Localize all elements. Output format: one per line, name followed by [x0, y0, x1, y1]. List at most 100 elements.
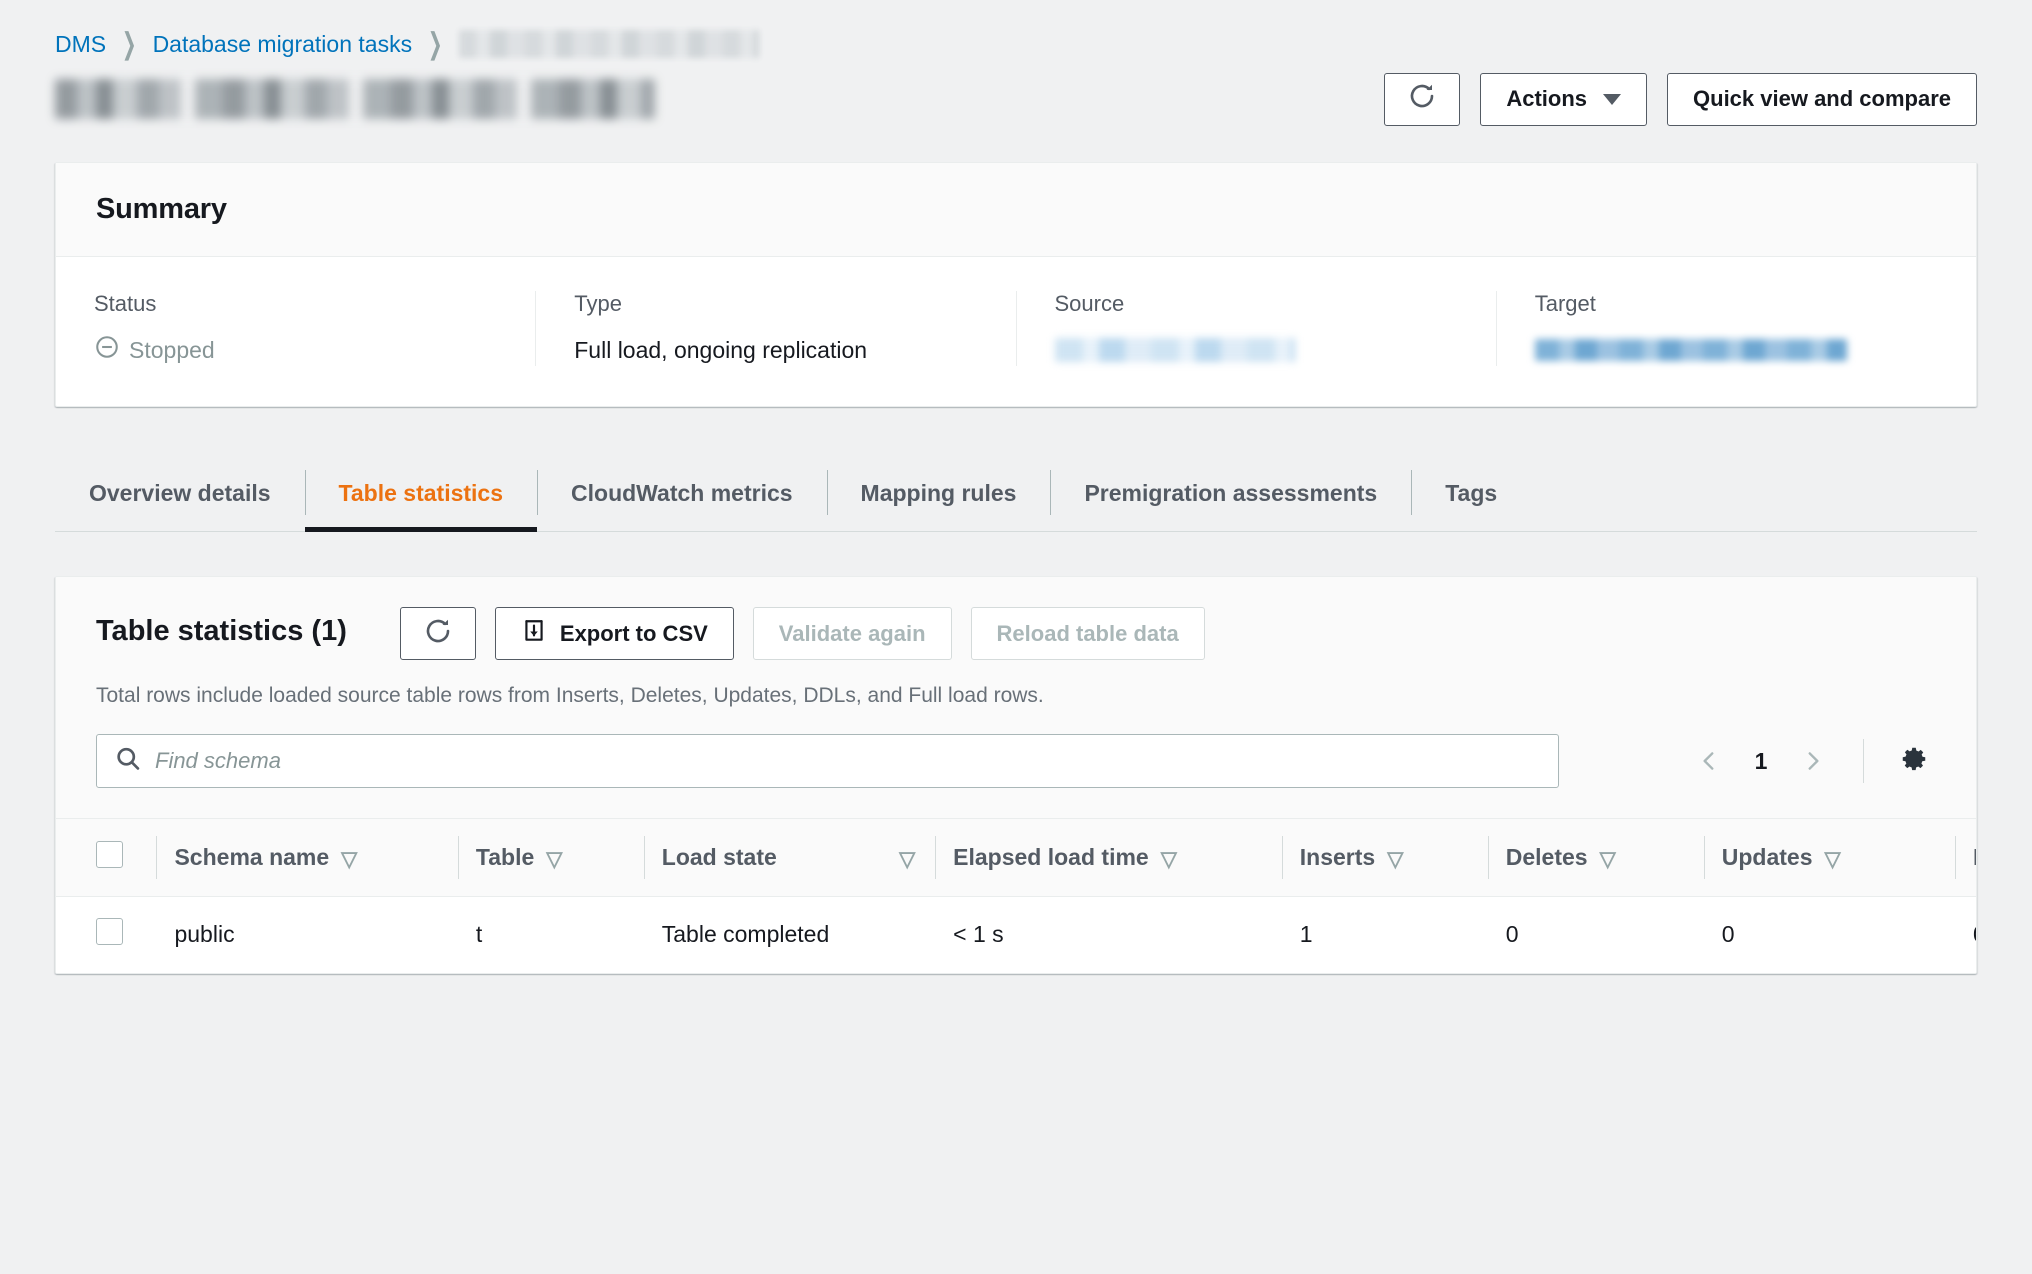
- summary-value-type: Full load, ongoing replication: [574, 336, 868, 363]
- tab-premigration-assessments[interactable]: Premigration assessments: [1050, 454, 1411, 531]
- summary-value-target: [1534, 334, 1938, 366]
- tab-tags[interactable]: Tags: [1411, 454, 1531, 531]
- chevron-right-icon: ❯: [121, 26, 137, 61]
- table-statistics-header-row: Table statistics (1): [96, 607, 1936, 660]
- table-statistics-actions: Export to CSV Validate again Reload tabl…: [399, 607, 1205, 660]
- table-statistics-header: Table statistics (1): [56, 577, 1976, 708]
- gear-icon: [1899, 744, 1929, 779]
- breadcrumb-item-dms[interactable]: DMS: [55, 30, 107, 57]
- actions-dropdown-button[interactable]: Actions: [1480, 72, 1648, 126]
- cell-ddls: 0: [1954, 896, 1976, 973]
- column-header-deletes[interactable]: Deletes: [1487, 818, 1704, 897]
- column-label: Elapsed load time: [953, 844, 1149, 870]
- column-label: D: [1973, 844, 1976, 871]
- breadcrumb-item-task-name-redacted[interactable]: [458, 30, 759, 58]
- chevron-down-icon: [1603, 93, 1622, 105]
- table-filter-row: 1: [56, 708, 1976, 818]
- table-preferences-button[interactable]: [1892, 739, 1936, 783]
- summary-field-status: Status Stopped: [56, 291, 535, 366]
- table-statistics-table: Schema name Table Load state: [56, 818, 1976, 973]
- divider: [1863, 739, 1864, 783]
- refresh-icon: [1407, 81, 1437, 117]
- status-value: Stopped: [129, 336, 215, 363]
- column-label: Deletes: [1505, 844, 1588, 870]
- actions-label: Actions: [1506, 86, 1588, 111]
- tab-cloudwatch-metrics[interactable]: CloudWatch metrics: [537, 454, 827, 531]
- table-header: Schema name Table Load state: [56, 818, 1976, 897]
- circle-minus-icon: [94, 334, 120, 366]
- column-header-load-state[interactable]: Load state: [643, 818, 936, 897]
- download-icon: [521, 618, 547, 650]
- validate-again-button[interactable]: Validate again: [752, 607, 952, 660]
- summary-field-source: Source: [1015, 291, 1496, 366]
- cell-elapsed-load-time: < 1 s: [935, 896, 1282, 973]
- sort-descending-icon: [1600, 849, 1618, 870]
- export-to-csv-button[interactable]: Export to CSV: [494, 607, 734, 660]
- sort-descending-icon: [1387, 849, 1405, 870]
- table-row[interactable]: public t Table completed < 1 s 1 0 0 0: [56, 896, 1976, 973]
- column-header-updates[interactable]: Updates: [1703, 818, 1955, 897]
- summary-card: Summary Status Stopped Type Full load, o…: [55, 162, 1977, 407]
- sort-descending-icon: [899, 849, 917, 870]
- column-header-table[interactable]: Table: [457, 818, 644, 897]
- column-header-inserts[interactable]: Inserts: [1281, 818, 1488, 897]
- table-statistics-description: Total rows include loaded source table r…: [96, 684, 1044, 707]
- summary-heading: Summary: [96, 193, 227, 225]
- export-to-csv-label: Export to CSV: [559, 620, 708, 646]
- pagination-next-button[interactable]: [1791, 739, 1835, 783]
- column-label: Table: [475, 844, 535, 870]
- column-label: Load state: [661, 844, 777, 870]
- sort-descending-icon: [1161, 849, 1179, 870]
- page-title-redacted: [55, 79, 655, 119]
- table-statistics-card: Table statistics (1): [55, 576, 1977, 974]
- refresh-icon: [423, 616, 453, 652]
- summary-fields: Status Stopped Type Full load, ongoing r…: [56, 257, 1976, 406]
- cell-schema-name: public: [156, 896, 458, 973]
- summary-card-header: Summary: [56, 163, 1976, 257]
- page-actions: Actions Quick view and compare: [1384, 72, 1977, 126]
- chevron-right-icon: ❯: [427, 26, 443, 61]
- summary-field-type: Type Full load, ongoing replication: [535, 291, 1015, 366]
- row-select-cell: [56, 896, 157, 973]
- summary-label-target: Target: [1534, 291, 1596, 316]
- cell-inserts: 1: [1281, 896, 1488, 973]
- tab-overview-details[interactable]: Overview details: [89, 480, 271, 506]
- cell-table: t: [457, 896, 644, 973]
- select-all-header: [56, 818, 157, 897]
- breadcrumb: DMS ❯ Database migration tasks ❯: [0, 0, 2032, 58]
- detail-tabs: Overview details Table statistics CloudW…: [55, 454, 1977, 532]
- sort-descending-icon: [1825, 849, 1843, 870]
- breadcrumb-item-database-migration-tasks[interactable]: Database migration tasks: [152, 30, 413, 57]
- search-container: [96, 734, 1559, 788]
- reload-table-data-button[interactable]: Reload table data: [970, 607, 1205, 660]
- column-header-schema-name[interactable]: Schema name: [156, 818, 458, 897]
- table-scroll-region[interactable]: Schema name Table Load state: [56, 818, 1976, 973]
- sort-descending-icon: [341, 849, 359, 870]
- column-label: Updates: [1721, 844, 1813, 870]
- column-header-elapsed-load-time[interactable]: Elapsed load time: [935, 818, 1282, 897]
- target-endpoint-redacted[interactable]: [1534, 339, 1847, 361]
- sort-descending-icon: [546, 849, 564, 870]
- tab-table-statistics[interactable]: Table statistics: [304, 454, 538, 532]
- summary-label-status: Status: [94, 291, 157, 316]
- quick-view-and-compare-button[interactable]: Quick view and compare: [1667, 72, 1977, 126]
- status-badge: Stopped: [94, 334, 497, 366]
- row-checkbox[interactable]: [96, 918, 123, 946]
- select-all-checkbox[interactable]: [96, 841, 123, 868]
- column-header-ddls[interactable]: D: [1954, 818, 1976, 897]
- summary-field-target: Target: [1495, 291, 1976, 366]
- page-header: Actions Quick view and compare: [0, 44, 2032, 130]
- summary-label-type: Type: [574, 291, 622, 316]
- cell-load-state: Table completed: [643, 896, 936, 973]
- cell-updates: 0: [1703, 896, 1955, 973]
- table-refresh-button[interactable]: [399, 607, 476, 660]
- refresh-button[interactable]: [1384, 72, 1461, 126]
- table-statistics-heading: Table statistics (1): [96, 615, 347, 647]
- search-input[interactable]: [96, 734, 1559, 788]
- tab-mapping-rules[interactable]: Mapping rules: [826, 454, 1051, 531]
- pagination-previous-button[interactable]: [1687, 739, 1731, 783]
- summary-label-source: Source: [1054, 291, 1125, 316]
- source-endpoint-redacted[interactable]: [1054, 338, 1295, 362]
- pagination-page-1[interactable]: 1: [1754, 747, 1768, 774]
- pagination: 1: [1687, 739, 1936, 783]
